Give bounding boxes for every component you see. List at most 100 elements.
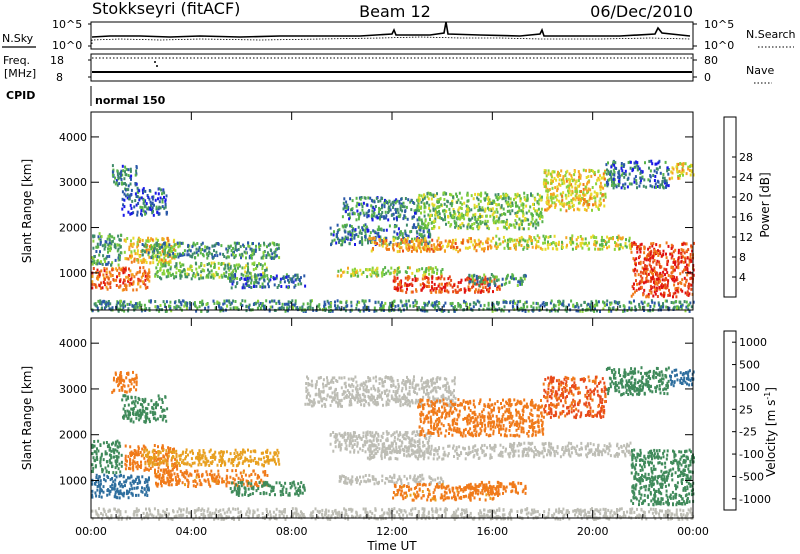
- data-cell: [495, 195, 498, 199]
- data-cell: [441, 309, 444, 313]
- data-cell: [521, 223, 523, 227]
- data-cell: [271, 252, 274, 256]
- data-cell: [163, 191, 166, 195]
- data-cell: [123, 238, 126, 242]
- data-cell: [337, 269, 340, 273]
- data-cell: [692, 300, 695, 304]
- data-cell: [473, 247, 476, 251]
- data-cell: [652, 254, 655, 258]
- data-cell: [440, 241, 443, 245]
- data-cell: [440, 272, 443, 276]
- data-cell: [259, 306, 262, 310]
- data-cell: [148, 248, 151, 252]
- data-cell: [518, 237, 521, 241]
- data-cell: [671, 254, 674, 258]
- data-cell: [500, 204, 503, 208]
- data-cell: [447, 240, 450, 244]
- data-cell: [481, 282, 484, 286]
- data-cell: [639, 247, 642, 251]
- data-cell: [311, 299, 313, 303]
- data-cell: [119, 491, 122, 495]
- data-cell: [386, 247, 388, 251]
- data-cell: [232, 306, 235, 310]
- data-cell: [508, 209, 511, 213]
- data-cell: [374, 205, 377, 208]
- data-cell: [656, 185, 659, 188]
- data-cell: [662, 249, 665, 253]
- data-cell: [366, 275, 369, 279]
- data-cell: [608, 245, 611, 249]
- data-cell: [556, 185, 559, 189]
- data-cell: [580, 244, 583, 248]
- data-cell: [597, 170, 600, 174]
- data-cell: [247, 305, 250, 309]
- data-cell: [109, 461, 112, 464]
- data-cell: [532, 202, 534, 206]
- data-cell: [676, 169, 679, 173]
- data-cell: [439, 197, 442, 201]
- power-colorbar-label: Power [dB]: [758, 172, 772, 237]
- data-cell: [517, 280, 520, 284]
- data-cell: [379, 307, 382, 311]
- data-cell: [156, 241, 158, 245]
- data-cell: [343, 206, 346, 210]
- data-cell: [635, 257, 638, 261]
- data-cell: [264, 262, 266, 266]
- data-cell: [562, 304, 565, 308]
- data-cell: [263, 278, 266, 282]
- data-cell: [415, 239, 418, 242]
- data-cell: [513, 243, 516, 247]
- data-cell: [483, 249, 486, 253]
- data-cell: [405, 223, 408, 227]
- data-cell: [609, 173, 612, 177]
- data-cell: [399, 283, 402, 287]
- data-cell: [119, 302, 122, 306]
- data-cell: [147, 196, 150, 199]
- data-cell: [638, 261, 641, 265]
- data-cell: [203, 249, 206, 253]
- data-cell: [422, 274, 425, 278]
- data-cell: [433, 203, 436, 207]
- data-cell: [451, 243, 454, 247]
- data-cell: [591, 186, 594, 189]
- data-cell: [631, 244, 633, 248]
- data-cell: [446, 283, 449, 287]
- data-cell: [571, 185, 574, 189]
- data-cell: [157, 243, 160, 247]
- data-cell: [133, 304, 136, 307]
- data-cell: [126, 237, 129, 240]
- data-cell: [388, 242, 391, 246]
- data-cell: [294, 299, 297, 303]
- data-cell: [647, 272, 650, 276]
- data-cell: [523, 197, 526, 201]
- data-cell: [684, 257, 687, 261]
- data-cell: [593, 240, 596, 244]
- data-cell: [129, 481, 132, 485]
- data-cell: [135, 477, 138, 481]
- data-cell: [337, 229, 340, 232]
- data-cell: [334, 307, 337, 311]
- data-cell: [148, 245, 151, 249]
- data-cell: [615, 242, 618, 246]
- data-cell: [595, 182, 598, 186]
- data-cell: [265, 268, 268, 272]
- data-cell: [663, 267, 666, 271]
- data-cell: [555, 244, 558, 248]
- data-cell: [95, 480, 98, 483]
- data-cell: [161, 205, 164, 209]
- data-cell: [615, 300, 617, 304]
- data-cell: [676, 278, 679, 282]
- data-cell: [593, 236, 596, 239]
- data-cell: [347, 232, 350, 236]
- data-cell: [299, 276, 302, 280]
- data-cell: [384, 301, 387, 305]
- data-cell: [160, 258, 163, 262]
- data-cell: [99, 286, 102, 290]
- data-cell: [685, 172, 688, 176]
- data-cell: [393, 225, 396, 229]
- data-cell: [551, 247, 554, 251]
- data-cell: [480, 280, 483, 284]
- data-cell: [443, 212, 446, 216]
- data-cell: [529, 222, 532, 226]
